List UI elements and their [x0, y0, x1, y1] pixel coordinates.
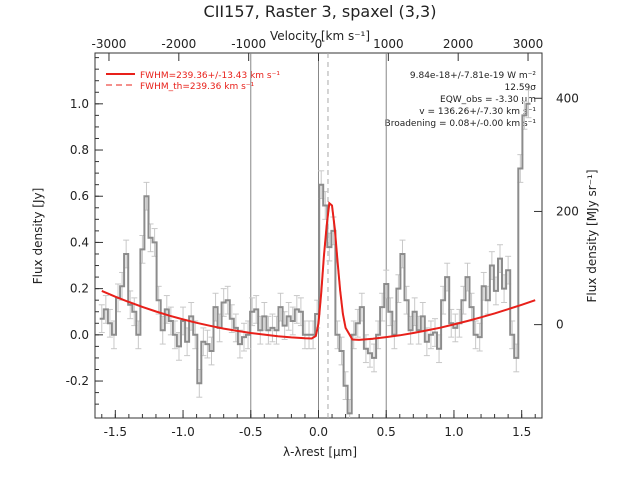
chart-title: CII157, Raster 3, spaxel (3,3) [204, 2, 437, 21]
right-tick-label: 0 [556, 318, 564, 332]
spectrum-step-line [99, 102, 531, 415]
top-tick-label: 2000 [443, 37, 474, 51]
annotation-block: 9.84e-18+/-7.81e-19 W m⁻² 12.59σ EQW_obs… [385, 71, 537, 129]
legend: FWHM=239.36+/-13.43 km s⁻¹ FWHM_th=239.3… [106, 71, 280, 92]
fit-th-dashed-line [315, 201, 347, 337]
right-tick-label: 200 [556, 204, 579, 218]
x-axis-label: λ-λrest [μm] [283, 445, 357, 459]
y-tick-label: 0.8 [70, 143, 89, 157]
y-tick-label: 0.6 [70, 189, 89, 203]
annotation-eqw: EQW_obs = -3.30 μm [440, 95, 536, 105]
top-tick-label: -3000 [92, 37, 127, 51]
annotation-significance: 12.59σ [505, 83, 537, 93]
right-tick-label: 400 [556, 91, 579, 105]
annotation-broadening: Broadening = 0.08+/-0.00 km s⁻¹ [385, 119, 537, 129]
y-tick-label: 0.2 [70, 282, 89, 296]
top-tick-label: 3000 [513, 37, 544, 51]
x-tick-label: 0.5 [377, 425, 396, 439]
x-tick-label: -1.0 [171, 425, 194, 439]
legend-solid-label: FWHM=239.36+/-13.43 km s⁻¹ [140, 71, 280, 81]
top-tick-label: 0 [315, 37, 323, 51]
right-axis-label: Flux density [MJy sr⁻¹] [585, 169, 599, 302]
y-tick-label: 1.0 [70, 97, 89, 111]
top-tick-label: -1000 [231, 37, 266, 51]
x-tick-label: -0.5 [239, 425, 262, 439]
x-tick-label: 1.5 [512, 425, 531, 439]
x-tick-label: 0.0 [309, 425, 328, 439]
x-tick-label: 1.0 [444, 425, 463, 439]
y-tick-label: -0.2 [66, 374, 89, 388]
top-tick-label: -2000 [161, 37, 196, 51]
y-tick-label: 0.0 [70, 328, 89, 342]
top-tick-label: 1000 [373, 37, 404, 51]
annotation-velocity: v = 136.26+/-7.30 km s⁻¹ [419, 107, 536, 117]
y-tick-label: 0.4 [70, 235, 89, 249]
top-axis-label: Velocity [km s⁻¹] [270, 29, 370, 43]
legend-dashed-label: FWHM_th=239.36 km s⁻¹ [140, 82, 255, 92]
annotation-flux: 9.84e-18+/-7.81e-19 W m⁻² [410, 71, 537, 81]
x-tick-label: -1.5 [104, 425, 127, 439]
y-axis-label: Flux density [Jy] [31, 188, 45, 285]
